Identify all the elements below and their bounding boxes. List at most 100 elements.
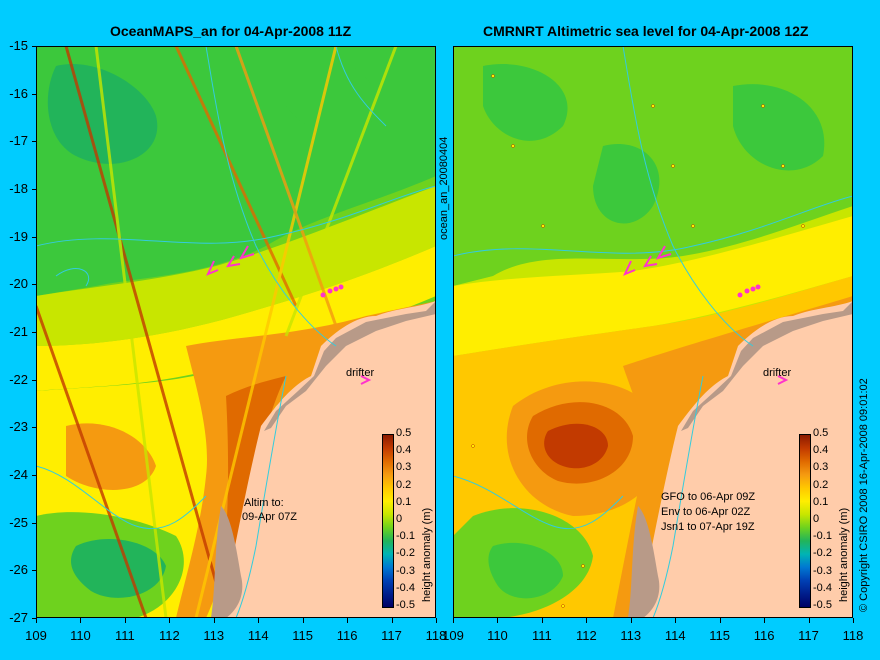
y-tick-mark: [32, 618, 36, 619]
x-tick-mark: [541, 618, 543, 623]
colorbar-tick-label: -0.2: [396, 547, 415, 560]
y-tick-mark: [32, 236, 36, 238]
x-tick-label: 116: [753, 628, 775, 643]
y-tick-label: -18: [9, 181, 28, 196]
x-tick-mark: [213, 618, 215, 623]
x-tick-mark: [497, 618, 499, 623]
mission-note-line1: GFO to 06-Apr 09Z: [661, 491, 755, 503]
x-tick-label: 114: [664, 628, 686, 643]
y-tick-label: -15: [9, 38, 28, 53]
x-tick-label: 112: [158, 628, 180, 643]
colorbar-tick-label: -0.5: [813, 599, 832, 611]
y-tick-label: -16: [9, 85, 28, 101]
y-tick-label: -25: [9, 514, 28, 530]
y-tick-mark: [32, 379, 36, 381]
colorbar-label-right: height anomaly (m): [838, 507, 850, 602]
x-tick-label: 109: [442, 628, 464, 643]
colorbar-tick-label: -0.1: [396, 530, 415, 543]
teal-eddy-south: [71, 538, 166, 598]
left-map: drifter Altim to: 09-Apr 07Z: [36, 46, 436, 618]
colorbar-left: [382, 434, 394, 608]
x-tick-label: 117: [798, 628, 819, 643]
x-tick-label: 115: [292, 628, 314, 643]
x-tick-mark: [36, 618, 37, 623]
x-tick-mark: [124, 618, 126, 623]
drifter-label-left: drifter: [346, 367, 374, 379]
x-tick-label: 113: [203, 628, 225, 643]
colorbar-tick-label: -0.5: [396, 599, 415, 611]
x-tick-mark: [675, 618, 677, 623]
y-tick-mark: [32, 522, 36, 524]
colorbar-label-left: height anomaly (m): [421, 507, 433, 602]
colorbar-tick-label: -0.2: [813, 547, 832, 560]
altim-note-line2: 09-Apr 07Z: [242, 511, 297, 523]
x-tick-mark: [302, 618, 304, 623]
x-tick-label: 115: [709, 628, 731, 643]
colorbar-tick-label: -0.3: [396, 564, 415, 577]
colorbar-tick-label: 0.1: [813, 495, 829, 508]
right-panel-title: CMRNRT Altimetric sea level for 04-Apr-2…: [483, 23, 809, 39]
x-tick-label: 110: [487, 628, 508, 643]
x-tick-mark: [80, 618, 82, 623]
x-tick-label: 109: [25, 628, 47, 643]
teal-eddy-north: [47, 64, 158, 164]
x-tick-label: 113: [620, 628, 642, 643]
colorbar-tick-label: 0.4: [396, 444, 412, 457]
colorbar-tick-label: 0.4: [813, 444, 829, 457]
y-tick-label: -23: [9, 419, 28, 435]
y-tick-mark: [32, 189, 36, 190]
y-tick-mark: [32, 284, 36, 286]
x-tick-label: 114: [247, 628, 269, 643]
x-tick-label: 117: [381, 628, 402, 643]
x-tick-mark: [764, 618, 766, 623]
drifter-tracks: [206, 245, 372, 385]
x-tick-label: 111: [531, 628, 552, 643]
x-tick-label: 110: [70, 628, 91, 643]
colorbar-tick-label: 0.1: [396, 495, 412, 508]
colorbar-tick-label: 0.2: [396, 478, 412, 491]
colorbar-tick-label: 0.3: [396, 461, 412, 474]
x-tick-mark: [453, 618, 454, 623]
y-tick-mark: [32, 93, 36, 95]
x-tick-mark: [853, 618, 854, 623]
leeuwin-current: [176, 301, 436, 618]
colorbar-tick-label: -0.4: [396, 581, 415, 594]
x-tick-mark: [347, 618, 349, 623]
colorbar-tick-label: 0: [396, 513, 403, 525]
drifter-label-right: drifter: [763, 367, 791, 379]
y-tick-label: -17: [9, 133, 28, 149]
y-tick-mark: [32, 46, 36, 47]
y-tick-label: -26: [9, 562, 28, 578]
colorbar-tick-label: 0.2: [813, 478, 829, 491]
colorbar-tick-label: 0.5: [813, 427, 829, 439]
x-tick-mark: [586, 618, 588, 623]
x-tick-mark: [630, 618, 632, 623]
file-id-label: ocean_an_20080404: [438, 136, 450, 240]
y-tick-mark: [32, 570, 36, 572]
left-panel-title: OceanMAPS_an for 04-Apr-2008 11Z: [110, 23, 352, 39]
x-tick-mark: [719, 618, 721, 623]
copyright-label: © Copyright CSIRO 2008 16-Apr-2008 09:01…: [858, 378, 870, 612]
land-left: [216, 301, 436, 618]
x-tick-label: 116: [336, 628, 358, 643]
y-tick-label: -27: [9, 610, 28, 625]
y-tick-mark: [32, 332, 36, 333]
mission-note-line3: Jsn1 to 07-Apr 19Z: [661, 521, 755, 533]
colorbar-tick-label: 0: [813, 513, 820, 525]
x-tick-label: 118: [425, 628, 447, 643]
y-tick-mark: [32, 141, 36, 143]
x-tick-mark: [258, 618, 260, 623]
colorbar-tick-label: -0.1: [813, 530, 832, 543]
x-tick-label: 118: [842, 628, 864, 643]
colorbar-tick-label: -0.3: [813, 564, 832, 577]
y-tick-mark: [32, 427, 36, 429]
y-tick-label: -19: [9, 228, 28, 244]
green-eddy-north: [593, 144, 660, 224]
right-map: drifter GFO to 06-Apr 09Z Env to 06-Apr …: [453, 46, 853, 618]
x-tick-mark: [808, 618, 810, 623]
colorbar-tick-label: 0.3: [813, 461, 829, 474]
y-tick-mark: [32, 475, 36, 476]
colorbar-tick-label: 0.5: [396, 427, 412, 439]
drifter-tracks: [623, 245, 789, 385]
y-tick-label: -22: [9, 371, 28, 387]
